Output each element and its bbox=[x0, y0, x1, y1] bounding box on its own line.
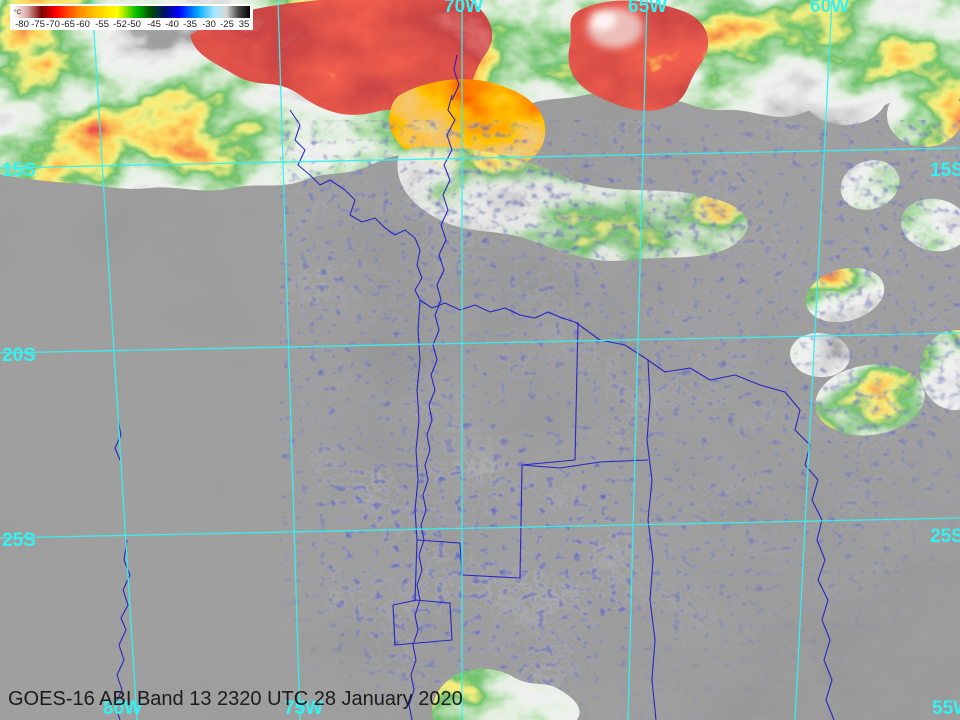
svg-text:-30: -30 bbox=[202, 19, 216, 30]
svg-text:25S: 25S bbox=[930, 526, 960, 547]
svg-text:-25: -25 bbox=[220, 19, 234, 30]
svg-text:25S: 25S bbox=[2, 530, 36, 551]
svg-text:-75: -75 bbox=[31, 19, 45, 30]
svg-text:35: 35 bbox=[239, 19, 250, 30]
svg-text:-35: -35 bbox=[183, 19, 197, 30]
svg-text:-70: -70 bbox=[46, 19, 60, 30]
svg-text:15S: 15S bbox=[930, 160, 960, 181]
svg-text:60W: 60W bbox=[810, 0, 849, 17]
svg-text:-65: -65 bbox=[61, 19, 75, 30]
svg-text:°C: °C bbox=[14, 8, 22, 16]
svg-text:65W: 65W bbox=[628, 0, 667, 17]
svg-text:20S: 20S bbox=[2, 345, 36, 366]
svg-text:55W: 55W bbox=[932, 698, 960, 719]
svg-text:15S: 15S bbox=[2, 160, 36, 181]
svg-text:GOES-16 ABI Band 13 2320 UTC 2: GOES-16 ABI Band 13 2320 UTC 28 January … bbox=[8, 688, 463, 710]
svg-text:70W: 70W bbox=[444, 0, 483, 17]
svg-text:-60: -60 bbox=[76, 19, 90, 30]
svg-text:-45: -45 bbox=[147, 19, 161, 30]
svg-text:-55: -55 bbox=[95, 19, 109, 30]
svg-text:-50: -50 bbox=[127, 19, 141, 30]
svg-text:-80: -80 bbox=[15, 19, 29, 30]
svg-text:-40: -40 bbox=[165, 19, 179, 30]
svg-text:-52: -52 bbox=[113, 19, 127, 30]
